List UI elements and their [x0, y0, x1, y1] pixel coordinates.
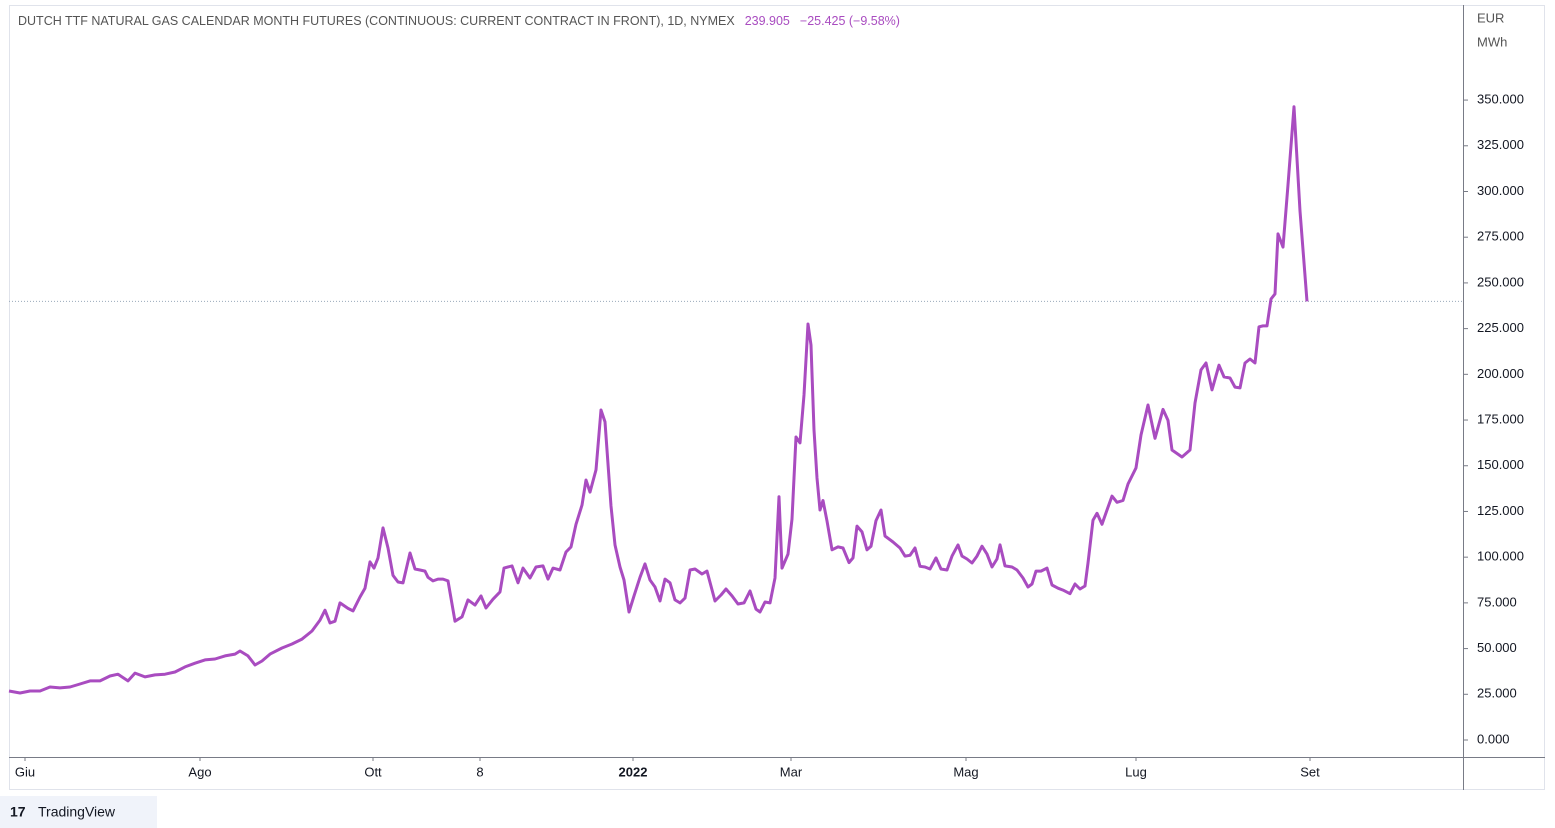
x-tick-label: 2022: [619, 764, 648, 779]
x-tick-label: Mag: [953, 764, 978, 779]
y-tick-label: 150.000: [1477, 457, 1524, 472]
price: 239.905: [745, 14, 790, 28]
y-tick-label: 50.000: [1477, 640, 1517, 655]
y-tick-label: 350.000: [1477, 92, 1524, 107]
y-tick-label: 25.000: [1477, 686, 1517, 701]
y-tick-label: 300.000: [1477, 183, 1524, 198]
x-tick-label: Mar: [780, 764, 803, 779]
y-tick-label: 75.000: [1477, 594, 1517, 609]
y-tick-label: 175.000: [1477, 411, 1524, 426]
price-line: [8, 105, 1309, 695]
x-tick-label: Giu: [15, 764, 35, 779]
chart-title: DUTCH TTF NATURAL GAS CALENDAR MONTH FUT…: [18, 14, 900, 28]
brand-box: [0, 796, 157, 828]
frame: [9, 5, 1545, 790]
brand-name: TradingView: [38, 804, 116, 820]
y-tick-label: 125.000: [1477, 503, 1524, 518]
x-tick-label: Ago: [188, 764, 211, 779]
x-tick-label: 8: [476, 764, 483, 779]
y-tick-label: 325.000: [1477, 137, 1524, 152]
change: −25.425 (−9.58%): [800, 14, 900, 28]
x-tick-label: Set: [1300, 764, 1320, 779]
y-tick-label: 0.000: [1477, 731, 1510, 746]
title-text: DUTCH TTF NATURAL GAS CALENDAR MONTH FUT…: [18, 14, 735, 28]
y-tick-label: 275.000: [1477, 229, 1524, 244]
x-tick-label: Ott: [364, 764, 382, 779]
y-tick-label: 100.000: [1477, 549, 1524, 564]
brand-logo: 17: [10, 804, 26, 820]
y-tick-label: 250.000: [1477, 274, 1524, 289]
unit-label: MWh: [1477, 34, 1507, 49]
unit-label: EUR: [1477, 10, 1504, 25]
y-tick-label: 200.000: [1477, 366, 1524, 381]
x-tick-label: Lug: [1125, 764, 1147, 779]
plot: [8, 105, 1463, 695]
y-tick-label: 225.000: [1477, 320, 1524, 335]
